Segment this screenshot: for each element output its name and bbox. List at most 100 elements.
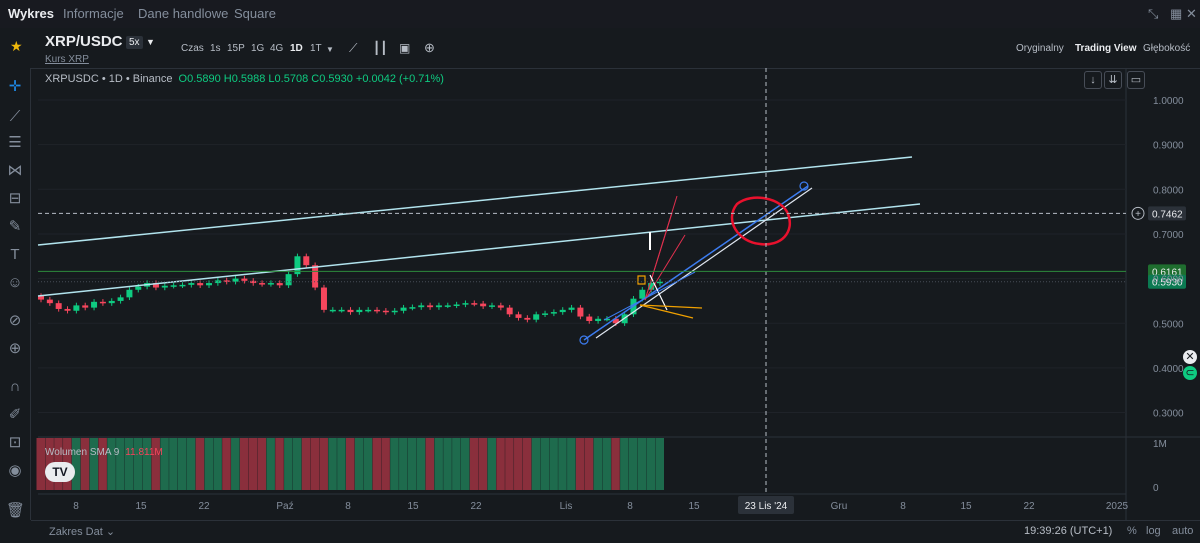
expand-circle-icon[interactable]: ⊂ <box>1183 366 1197 380</box>
double-arrow-down-icon[interactable]: ⇊ <box>1104 71 1122 89</box>
chart-type-icon[interactable]: ⟋ <box>349 41 358 55</box>
close-circle-icon[interactable]: ✕ <box>1183 350 1197 364</box>
volume-bar <box>98 438 107 490</box>
candle-body <box>312 265 319 288</box>
collapse-icon[interactable]: ⤡ <box>1148 6 1159 21</box>
x-tick-label: Gru <box>831 501 848 512</box>
log-toggle[interactable]: log <box>1146 525 1161 537</box>
candle-body <box>356 309 363 313</box>
text-icon[interactable]: T <box>10 246 20 263</box>
ruler-icon[interactable]: ⊟ <box>8 190 22 207</box>
trendline-icon[interactable]: ⟋ <box>9 108 21 125</box>
candle-body <box>161 285 168 288</box>
candle-body <box>276 283 283 286</box>
view-trading-view[interactable]: Trading View <box>1075 43 1137 54</box>
legend-title: XRPUSDC • 1D • Binance <box>45 73 173 85</box>
y-tick-label: 0.3000 <box>1153 409 1184 420</box>
volume-bar <box>637 438 647 490</box>
volume-bar <box>222 438 231 490</box>
candle-body <box>250 280 257 284</box>
y-tick-label: 0.8000 <box>1153 185 1184 196</box>
magnet-icon[interactable]: ∩ <box>9 378 21 395</box>
emoji-icon[interactable]: ☺ <box>7 274 23 291</box>
candle-body <box>152 283 159 288</box>
lock-icon[interactable]: ⊡ <box>8 434 22 451</box>
volume-bar <box>514 438 523 490</box>
interval-4g[interactable]: 4G <box>270 43 284 54</box>
arrow-down-icon[interactable]: ↓ <box>1084 71 1102 89</box>
view-oryginalny[interactable]: Oryginalny <box>1016 43 1064 54</box>
x-tick-label: 22 <box>1023 501 1035 512</box>
tab-dane-handlowe[interactable]: Dane handlowe <box>138 6 229 21</box>
crosshair-icon[interactable]: ✛ <box>8 78 22 95</box>
clock-time: 19:39:26 (UTC+1) <box>1024 525 1113 537</box>
interval-1g[interactable]: 1G <box>251 43 265 54</box>
candle-body <box>329 309 336 312</box>
volume-bar <box>354 438 364 490</box>
y-tick-label: 0.7000 <box>1153 230 1184 241</box>
volume-bar <box>160 438 169 490</box>
candle-body <box>515 314 522 318</box>
measure-icon[interactable]: ⊘ <box>8 312 22 329</box>
interval-1d[interactable]: 1D <box>290 43 303 54</box>
fib-icon[interactable]: ☰ <box>8 134 22 151</box>
interval-1s[interactable]: 1s <box>210 43 221 54</box>
close-icon[interactable]: ✕ <box>1186 6 1197 21</box>
candle-body <box>91 301 98 308</box>
channel-anchor-2 <box>799 181 809 191</box>
pattern-icon[interactable]: ⋈ <box>7 162 23 179</box>
candle-body <box>559 309 566 313</box>
pencil-lock-icon[interactable]: ✐ <box>8 406 22 423</box>
interval-15p[interactable]: 15P <box>227 43 245 54</box>
volume-bar <box>142 438 152 490</box>
candle-body <box>170 285 177 287</box>
grid-icon[interactable]: ▦ <box>1170 6 1183 21</box>
x-tick-label: 2025 <box>1106 501 1129 512</box>
volume-bar <box>363 438 373 490</box>
tab-wykres[interactable]: Wykres <box>8 6 55 21</box>
date-range-button[interactable]: Zakres Dat ⌄ <box>49 526 116 538</box>
volume-bar <box>628 438 638 490</box>
candle-body <box>603 318 610 321</box>
symbol-name[interactable]: XRP/USDC <box>45 33 123 50</box>
volume-bar <box>469 438 479 490</box>
time-axis: 8 15 22 Paź 8 15 22 Lis 8 15 23 Lis '24 Gru 8 15 22 202… <box>73 496 1129 514</box>
y-tick-label: 0.9000 <box>1153 141 1184 152</box>
volume-bar <box>107 438 116 490</box>
candle-body <box>241 278 248 281</box>
volume-bar <box>531 438 541 490</box>
drawing-toolbar: ✛ ⟋ ☰ ⋈ ⊟ ✎ T ☺ ⊘ ⊕ ∩ ✐ ⊡ ◉ 🗑 <box>0 68 31 520</box>
interval-dropdown-icon[interactable]: ▼ <box>326 45 334 54</box>
auto-toggle[interactable]: auto <box>1172 525 1194 537</box>
chevron-down-icon[interactable]: ▼ <box>146 37 155 47</box>
trash-icon[interactable]: 🗑 <box>6 502 26 519</box>
tab-informacje[interactable]: Informacje <box>63 6 124 21</box>
candles-icon[interactable]: ┃┃ <box>373 41 388 55</box>
brush-icon[interactable]: ✎ <box>8 218 22 235</box>
eye-icon[interactable]: ◉ <box>8 462 22 479</box>
candle-body <box>206 283 213 286</box>
x-tick-label: Lis <box>560 501 573 512</box>
tab-square[interactable]: Square <box>234 6 276 21</box>
zoom-icon[interactable]: ⊕ <box>8 340 22 357</box>
volume-bar <box>239 438 249 490</box>
percent-toggle[interactable]: % <box>1127 525 1137 537</box>
symbol-subtitle-link[interactable]: Kurs XRP <box>45 54 89 65</box>
star-icon[interactable]: ★ <box>10 38 23 54</box>
volume-bar <box>540 438 550 490</box>
volume-bar <box>292 438 302 490</box>
add-indicator-icon[interactable]: ⊕ <box>424 40 435 55</box>
add-alert-icon <box>1131 206 1145 220</box>
fullscreen-icon[interactable]: ▭ <box>1127 71 1145 89</box>
view-glebokosc[interactable]: Głębokość <box>1143 43 1191 54</box>
tradingview-logo[interactable]: TV <box>45 462 75 482</box>
candle-body <box>533 314 540 320</box>
volume-bar <box>275 438 284 490</box>
leverage-badge: 5x <box>126 36 143 49</box>
volume-bar <box>284 438 293 490</box>
candle-body <box>435 305 442 308</box>
interval-1t[interactable]: 1T <box>310 43 322 54</box>
camera-icon[interactable]: ▣ <box>399 41 411 55</box>
